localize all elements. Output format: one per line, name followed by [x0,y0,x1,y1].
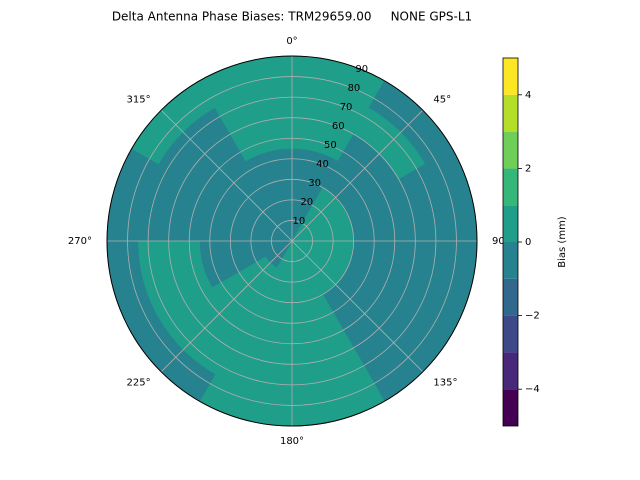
theta-tick-label: 270° [68,236,92,247]
grid-spoke [291,240,424,373]
polar-frame [106,55,478,427]
colorbar-band [503,315,518,353]
theta-tick-label: 0° [286,36,297,47]
colorbar-tick-label: 4 [525,90,531,101]
r-tick-label: 40 [316,159,329,170]
colorbar-band [503,205,518,242]
colorbar-label: Bias (mm) [557,216,568,268]
colorbar-band [503,58,518,95]
theta-tick-label: 45° [433,95,451,106]
colorbar-tick-label: 0 [525,237,531,248]
theta-tick-label: 90° [492,236,510,247]
colorbar-tick-label: 2 [525,163,531,174]
grid-spoke [291,109,424,242]
r-tick-label: 80 [348,83,361,94]
colorbar-band [503,278,518,316]
colorbar-band [503,168,518,206]
r-tick-label: 20 [300,197,313,208]
theta-tick-label: 180° [280,436,304,447]
theta-tick-label: 315° [126,95,150,106]
r-tick-label: 30 [308,178,321,189]
colorbar-band [503,389,518,426]
colorbar-tick-label: −2 [525,311,540,322]
r-tick-label: 60 [332,121,345,132]
grid-spoke [160,109,293,242]
theta-tick-label: 135° [433,377,457,388]
colorbar-band [503,242,518,279]
colorbar-tick-label: −4 [525,384,540,395]
colorbar-band [503,131,518,169]
colorbar-band [503,352,518,390]
chart-title: Delta Antenna Phase Biases: TRM29659.00 … [112,10,472,24]
grid-spoke [160,240,293,373]
colorbar-band [503,94,518,132]
r-tick-label: 10 [292,216,305,227]
r-tick-label: 70 [340,102,353,113]
r-tick-label: 50 [324,140,337,151]
theta-tick-label: 225° [126,377,150,388]
